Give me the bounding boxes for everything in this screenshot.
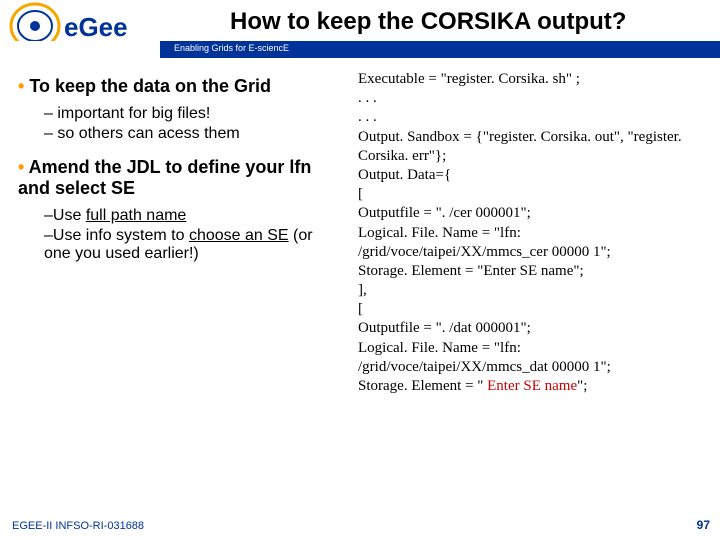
bullet-amend-jdl: • Amend the JDL to define your lfn and s… (18, 157, 338, 199)
sub-bullet-choose-se: –Use info system to choose an SE (or one… (44, 227, 338, 263)
sub-bullet-big-files: – important for big files! (44, 105, 338, 123)
tagline-bar: Enabling Grids for E-sciencE (0, 41, 720, 58)
code-line: Output. Data={ (358, 166, 708, 185)
code-line: Outputfile = ". /cer 000001"; (358, 204, 708, 223)
svg-text:eGee: eGee (64, 12, 128, 42)
footer-project-id: EGEE-II INFSO-RI-031688 (12, 520, 144, 532)
slide-header: eGee How to keep the CORSIKA output? Ena… (0, 0, 720, 58)
code-line: [ (358, 300, 708, 319)
right-column-jdl: Executable = "register. Corsika. sh" ; .… (350, 66, 720, 520)
tagline-text: Enabling Grids for E-sciencE (174, 43, 289, 53)
code-line: Output. Sandbox = {"register. Corsika. o… (358, 128, 708, 166)
sub-bullet-others-access: – so others can acess them (44, 125, 338, 143)
sub-bullet-text: so others can acess them (57, 125, 239, 142)
code-line: ], (358, 281, 708, 300)
bullet-dot-icon: • (18, 76, 24, 96)
code-line: [ (358, 185, 708, 204)
dash-icon: – (44, 105, 53, 122)
sub-text-pre: Use info system to (53, 227, 189, 244)
code-line: Outputfile = ". /dat 000001"; (358, 319, 708, 338)
code-line: Logical. File. Name = "lfn: /grid/voce/t… (358, 339, 708, 377)
dash-icon: – (44, 227, 53, 244)
code-line-highlight: Storage. Element = " Enter SE name"; (358, 377, 708, 396)
code-line: . . . (358, 89, 708, 108)
slide-number: 97 (697, 518, 710, 532)
sub-text-underline: full path name (86, 207, 187, 224)
left-column: • To keep the data on the Grid – importa… (0, 66, 350, 520)
sub-bullets-1: – important for big files! – so others c… (18, 105, 338, 143)
slide-title: How to keep the CORSIKA output? (230, 8, 710, 36)
code-line: Logical. File. Name = "lfn: /grid/voce/t… (358, 224, 708, 262)
bullet-dot-icon: • (18, 157, 24, 177)
sub-bullet-text: important for big files! (57, 105, 210, 122)
sub-bullet-full-path: –Use full path name (44, 207, 338, 225)
bullet-keep-data: • To keep the data on the Grid (18, 76, 338, 97)
slide-body: • To keep the data on the Grid – importa… (0, 66, 720, 520)
dash-icon: – (44, 207, 53, 224)
code-frag-red: Enter SE name (483, 378, 577, 394)
code-frag: "; (577, 378, 587, 394)
code-line: Executable = "register. Corsika. sh" ; (358, 70, 708, 89)
code-line: . . . (358, 108, 708, 127)
dash-icon: – (44, 125, 53, 142)
sub-text-underline: choose an SE (189, 227, 289, 244)
code-frag: Storage. Element = " (358, 378, 483, 394)
bullet-text: Amend the JDL to define your lfn and sel… (18, 157, 311, 198)
sub-text-pre: Use (53, 207, 86, 224)
code-line: Storage. Element = "Enter SE name"; (358, 262, 708, 281)
bullet-text: To keep the data on the Grid (29, 76, 271, 96)
sub-bullets-2: –Use full path name –Use info system to … (18, 207, 338, 263)
